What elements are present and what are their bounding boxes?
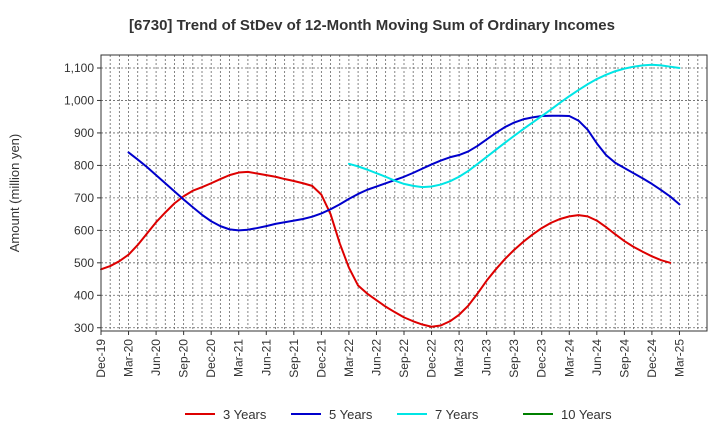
series-line (347, 63, 681, 189)
legend-label: 10 Years (561, 407, 612, 422)
legend-label: 5 Years (329, 407, 373, 422)
legend-item: 3 Years (185, 407, 267, 422)
y-tick-label: 400 (74, 288, 94, 302)
plot-grid (101, 55, 707, 331)
legend-item: 5 Years (291, 407, 373, 422)
x-tick-label: Dec-22 (425, 339, 439, 378)
x-tick-label: Jun-21 (259, 339, 273, 376)
y-tick-label: 1,100 (64, 61, 94, 75)
x-tick-label: Mar-20 (122, 339, 136, 377)
x-tick-label: Dec-21 (314, 339, 328, 378)
x-axis-ticks: Dec-19 Mar-20 Jun-20 Sep-20 Dec-20 Mar-21 Jun-… (94, 331, 686, 378)
x-tick-label: Dec-23 (535, 339, 549, 378)
x-tick-label: Mar-22 (342, 339, 356, 377)
chart-title: [6730] Trend of StDev of 12-Month Moving… (129, 17, 615, 34)
legend: 3 Years 5 Years 7 Years 10 Years (185, 407, 612, 422)
x-tick-label: Sep-21 (287, 339, 301, 378)
legend-label: 3 Years (223, 407, 267, 422)
x-tick-label: Jun-22 (369, 339, 383, 376)
y-tick-label: 500 (74, 256, 94, 270)
y-tick-label: 600 (74, 223, 94, 237)
x-tick-label: Jun-23 (480, 339, 494, 376)
x-tick-label: Jun-24 (590, 339, 604, 376)
y-axis-label: Amount (million yen) (7, 134, 22, 253)
x-tick-label: Mar-21 (232, 339, 246, 377)
y-axis-ticks: 300 400 500 600 700 800 900 1,000 1,100 (64, 61, 101, 335)
x-tick-label: Dec-24 (645, 339, 659, 378)
x-tick-label: Mar-24 (562, 339, 576, 377)
y-tick-label: 300 (74, 321, 94, 335)
y-tick-label: 800 (74, 158, 94, 172)
plot-series (100, 63, 681, 328)
series-line (127, 114, 681, 232)
y-tick-label: 700 (74, 191, 94, 205)
legend-item: 10 Years (523, 407, 612, 422)
x-tick-label: Dec-20 (204, 339, 218, 378)
legend-label: 7 Years (435, 407, 479, 422)
y-tick-label: 900 (74, 126, 94, 140)
y-tick-label: 1,000 (64, 93, 94, 107)
x-tick-label: Sep-23 (507, 339, 521, 378)
x-tick-label: Dec-19 (94, 339, 108, 378)
x-tick-label: Sep-24 (617, 339, 631, 378)
legend-item: 7 Years (397, 407, 479, 422)
x-tick-label: Sep-22 (397, 339, 411, 378)
series-line (100, 170, 672, 328)
x-tick-label: Jun-20 (149, 339, 163, 376)
x-tick-label: Sep-20 (177, 339, 191, 378)
x-tick-label: Mar-25 (672, 339, 686, 377)
x-tick-label: Mar-23 (452, 339, 466, 377)
